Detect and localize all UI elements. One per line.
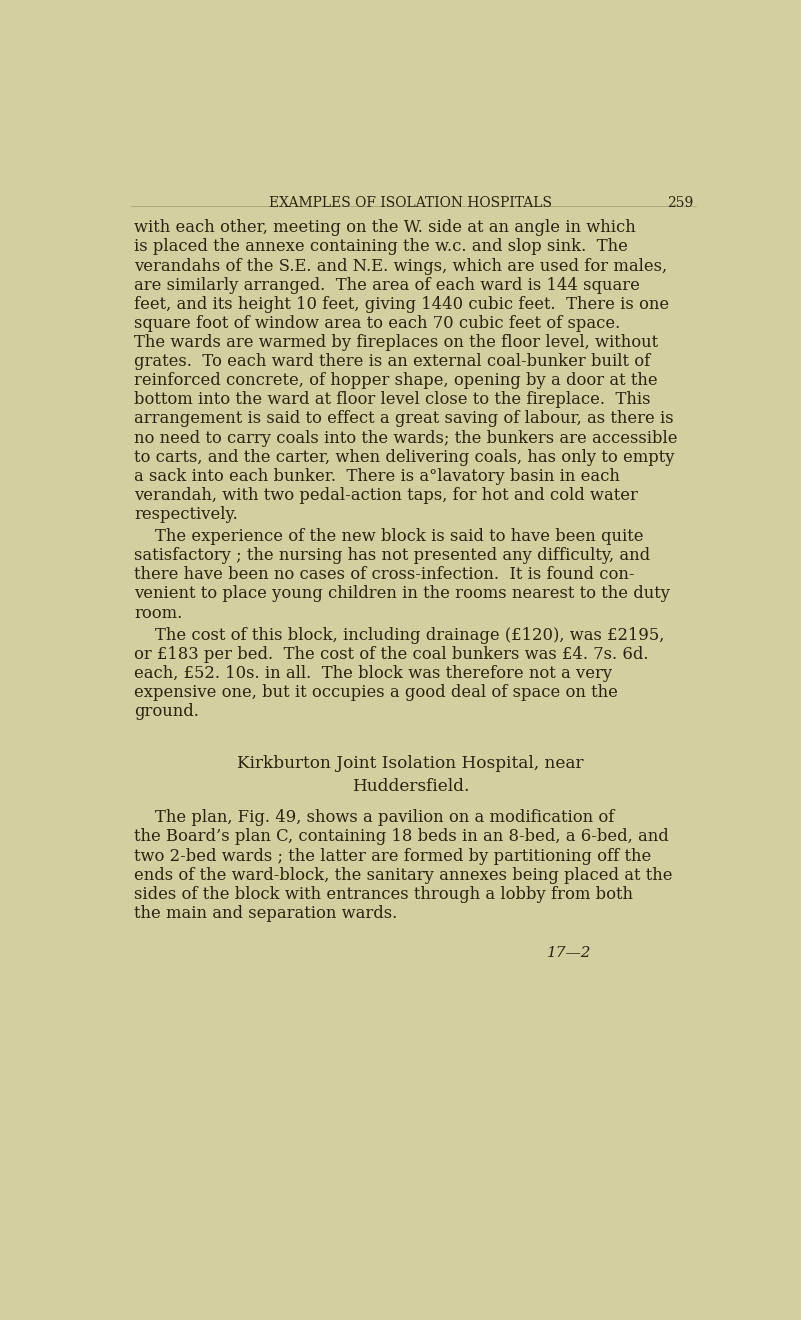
Text: Huddersfield.: Huddersfield.: [352, 777, 469, 795]
Text: two 2-bed wards ; the latter are formed by partitioning off the: two 2-bed wards ; the latter are formed …: [135, 847, 651, 865]
Text: is placed the annexe containing the w.c. and slop sink.  The: is placed the annexe containing the w.c.…: [135, 239, 628, 256]
Text: there have been no cases of cross-infection.  It is found con-: there have been no cases of cross-infect…: [135, 566, 634, 583]
Text: expensive one, but it occupies a good deal of space on the: expensive one, but it occupies a good de…: [135, 684, 618, 701]
Text: a sack into each bunker.  There is a°lavatory basin in each: a sack into each bunker. There is a°lava…: [135, 467, 620, 484]
Text: Kirkburton Joint Isolation Hospital, near: Kirkburton Joint Isolation Hospital, nea…: [237, 755, 584, 772]
Text: feet, and its height 10 feet, giving 1440 cubic feet.  There is one: feet, and its height 10 feet, giving 144…: [135, 296, 670, 313]
Text: The plan, Fig. 49, shows a pavilion on a modification of: The plan, Fig. 49, shows a pavilion on a…: [135, 809, 614, 826]
Text: sides of the block with entrances through a lobby from both: sides of the block with entrances throug…: [135, 886, 634, 903]
Text: the main and separation wards.: the main and separation wards.: [135, 904, 397, 921]
Text: room.: room.: [135, 605, 183, 622]
Text: bottom into the ward at floor level close to the fireplace.  This: bottom into the ward at floor level clos…: [135, 391, 650, 408]
Text: The wards are warmed by fireplaces on the floor level, without: The wards are warmed by fireplaces on th…: [135, 334, 658, 351]
Text: EXAMPLES OF ISOLATION HOSPITALS: EXAMPLES OF ISOLATION HOSPITALS: [269, 195, 552, 210]
Text: verandah, with two pedal-action taps, for hot and cold water: verandah, with two pedal-action taps, fo…: [135, 487, 638, 504]
Text: ends of the ward-block, the sanitary annexes being placed at the: ends of the ward-block, the sanitary ann…: [135, 867, 673, 883]
Text: verandahs of the S.E. and N.E. wings, which are used for males,: verandahs of the S.E. and N.E. wings, wh…: [135, 257, 667, 275]
Text: no need to carry coals into the wards; the bunkers are accessible: no need to carry coals into the wards; t…: [135, 429, 678, 446]
Text: each, £52. 10s. in all.  The block was therefore not a very: each, £52. 10s. in all. The block was th…: [135, 665, 613, 682]
Text: respectively.: respectively.: [135, 506, 238, 523]
Text: The experience of the new block is said to have been quite: The experience of the new block is said …: [135, 528, 644, 545]
Text: arrangement is said to effect a great saving of labour, as there is: arrangement is said to effect a great sa…: [135, 411, 674, 428]
Text: to carts, and the carter, when delivering coals, has only to empty: to carts, and the carter, when deliverin…: [135, 449, 674, 466]
Text: reinforced concrete, of hopper shape, opening by a door at the: reinforced concrete, of hopper shape, op…: [135, 372, 658, 389]
Text: or £183 per bed.  The cost of the coal bunkers was £4. 7s. 6d.: or £183 per bed. The cost of the coal bu…: [135, 645, 649, 663]
Text: 259: 259: [666, 195, 693, 210]
Text: grates.  To each ward there is an external coal-bunker built of: grates. To each ward there is an externa…: [135, 354, 650, 370]
Text: with each other, meeting on the W. side at an angle in which: with each other, meeting on the W. side …: [135, 219, 636, 236]
Text: satisfactory ; the nursing has not presented any difficulty, and: satisfactory ; the nursing has not prese…: [135, 548, 650, 564]
Text: square foot of window area to each 70 cubic feet of space.: square foot of window area to each 70 cu…: [135, 315, 621, 331]
Text: ground.: ground.: [135, 704, 199, 721]
Text: 17—2: 17—2: [547, 946, 592, 961]
Text: are similarly arranged.  The area of each ward is 144 square: are similarly arranged. The area of each…: [135, 277, 640, 294]
Text: the Board’s plan C, containing 18 beds in an 8-bed, a 6-bed, and: the Board’s plan C, containing 18 beds i…: [135, 829, 669, 845]
Text: The cost of this block, including drainage (£120), was £2195,: The cost of this block, including draina…: [135, 627, 665, 644]
Text: venient to place young children in the rooms nearest to the duty: venient to place young children in the r…: [135, 586, 670, 602]
